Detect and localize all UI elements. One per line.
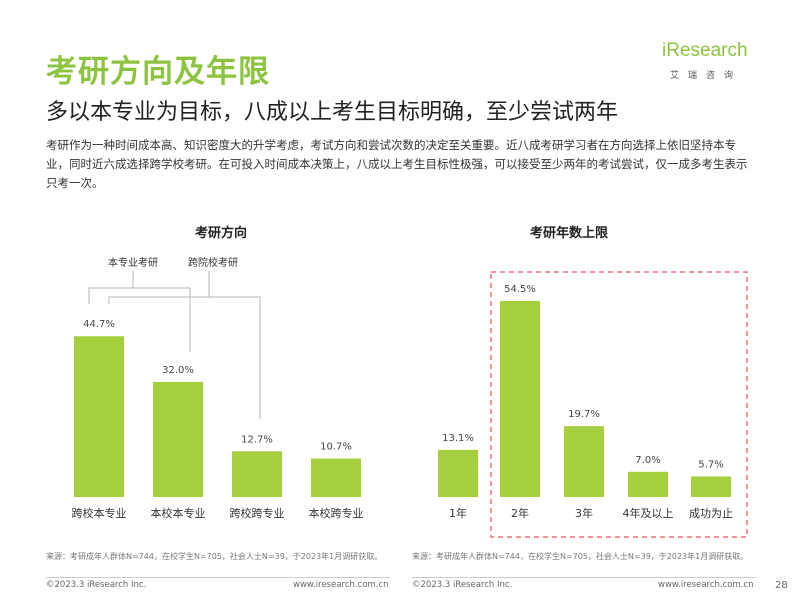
bar-direction-0 — [74, 336, 124, 497]
right-source-note: 来源：考研成年人群体N=744，在校学生N=705，社会人士N=39，于2023… — [412, 552, 749, 561]
highlight-box — [490, 271, 748, 538]
page-subtitle: 多以本专业为目标，八成以上考生目标明确，至少尝试两年 — [46, 100, 619, 125]
bar-value-label: 5.7% — [698, 460, 723, 471]
logo-text: iResearch — [662, 40, 748, 61]
description-text: 考研作为一种时间成本高、知识密度大的升学考虑，考试方向和尝试次数的决定至关重要。… — [46, 138, 748, 190]
right-footer-divider — [412, 577, 756, 578]
page-number: 28 — [775, 580, 788, 591]
category-label: 跨校本专业 — [72, 506, 127, 520]
bracket-same-major — [88, 287, 191, 352]
bar-value-label: 44.7% — [83, 319, 115, 330]
bar-value-label: 10.7% — [320, 442, 352, 453]
category-label: 跨校跨专业 — [230, 506, 285, 520]
bar-value-label: 12.7% — [241, 434, 273, 445]
bar-value-label: 7.0% — [635, 455, 660, 466]
category-label: 3年 — [575, 506, 593, 520]
left-footer-divider — [46, 577, 390, 578]
bar-years-1 — [500, 301, 540, 497]
category-label: 成功为止 — [689, 507, 733, 520]
category-label: 1年 — [449, 506, 467, 520]
left-chart-title: 考研方向 — [194, 226, 247, 241]
iresearch-logo: iResearch 艾瑞咨询 — [662, 40, 762, 92]
right-url: www.iresearch.com.cn — [658, 580, 754, 590]
bar-years-3 — [628, 471, 668, 497]
right-chart-title: 考研年数上限 — [529, 226, 608, 241]
left-source-note: 来源：考研成年人群体N=744，在校学生N=705，社会人士N=39，于2023… — [46, 552, 383, 561]
bar-years-4 — [691, 476, 731, 497]
page-title: 考研方向及年限 — [46, 54, 270, 90]
category-label: 4年及以上 — [623, 506, 674, 520]
bar-direction-2 — [232, 451, 282, 497]
bar-direction-1 — [153, 381, 203, 497]
bar-years-0 — [438, 449, 478, 497]
right-copyright: ©2023.3 iResearch Inc. — [412, 580, 513, 590]
left-url: www.iresearch.com.cn — [293, 580, 389, 590]
bar-direction-3 — [311, 458, 361, 497]
annotation-cross-school: 跨院校考研 — [188, 256, 238, 269]
bar-value-label: 13.1% — [442, 433, 474, 444]
bar-value-label: 54.5% — [504, 284, 536, 295]
left-copyright: ©2023.3 iResearch Inc. — [46, 580, 147, 590]
bar-value-label: 19.7% — [568, 409, 600, 420]
bracket-cross-school — [108, 296, 261, 420]
category-label: 本校跨专业 — [309, 506, 364, 520]
bar-value-label: 32.0% — [162, 365, 194, 376]
category-label: 本校本专业 — [151, 506, 206, 520]
bar-years-2 — [564, 426, 604, 497]
category-label: 2年 — [511, 506, 529, 520]
logo-subtext: 艾瑞咨询 — [670, 71, 743, 81]
annotation-same-major: 本专业考研 — [108, 256, 158, 269]
